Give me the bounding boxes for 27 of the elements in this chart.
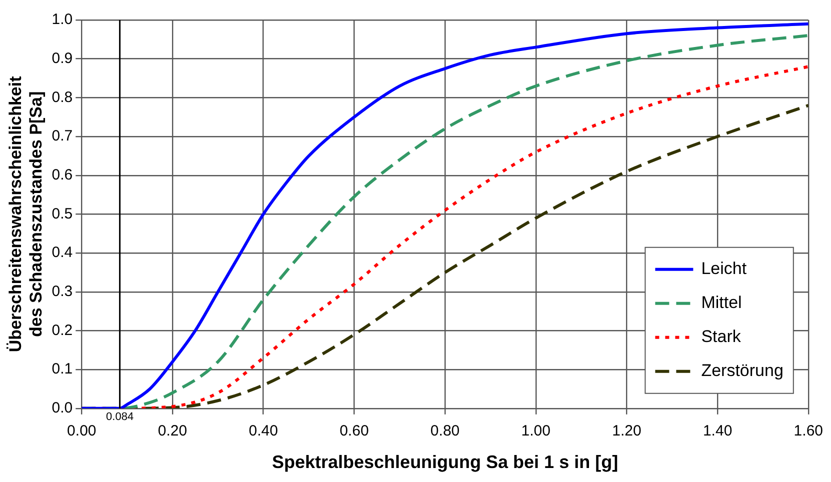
y-tick-label: 0.4 [52, 244, 73, 262]
legend-label: Mittel [701, 293, 742, 312]
x-tick-label: 0.60 [340, 422, 369, 440]
y-tick-label: 0.2 [52, 322, 73, 339]
x-tick-label: 0.00 [67, 422, 96, 440]
x-tick-label: 1.00 [521, 422, 550, 440]
y-tick-label: 0.8 [52, 88, 73, 106]
x-axis-title: Spektralbeschleunigung Sa bei 1 s in [g] [272, 452, 618, 472]
legend-label: Leicht [701, 259, 747, 278]
x-tick-label: 1.60 [794, 422, 824, 440]
y-tick-label: 0.5 [52, 205, 73, 222]
x-tick-label: 1.40 [702, 422, 732, 440]
x-tick-label: 0.40 [248, 422, 278, 440]
y-tick-label: 0.0 [52, 400, 73, 417]
y-tick-label: 1.0 [52, 11, 73, 28]
y-tick-label: 0.9 [52, 50, 73, 67]
x-tick-label: 0.80 [430, 422, 460, 440]
ref-line-label: 0.084 [106, 410, 134, 423]
y-tick-label: 0.1 [52, 360, 73, 378]
y-axis-title: Überschreitenswahrscheinlichkeit des Schadenszustandes P[Sa] [6, 76, 46, 352]
y-tick-label: 0.6 [52, 166, 73, 184]
legend-label: Stark [701, 327, 742, 346]
y-tick-label: 0.7 [52, 128, 73, 145]
x-tick-label: 0.20 [158, 422, 188, 440]
y-tick-label: 0.3 [52, 283, 73, 300]
x-tick-label: 1.20 [612, 422, 642, 440]
legend-label: Zerstörung [701, 361, 784, 380]
